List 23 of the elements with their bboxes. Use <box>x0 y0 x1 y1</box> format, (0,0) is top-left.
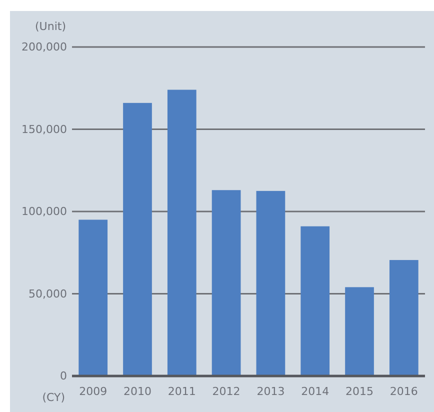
bar <box>78 220 108 376</box>
x-tick-label: 2015 <box>346 384 374 398</box>
y-tick-label: 150,000 <box>22 122 67 136</box>
x-tick-label: 2011 <box>168 384 196 398</box>
x-tick-label: 2016 <box>390 384 418 398</box>
x-tick-label: 2014 <box>301 384 330 398</box>
y-tick-label: 100,000 <box>22 205 67 218</box>
x-tick-label: 2010 <box>123 384 152 398</box>
bar <box>256 190 286 376</box>
bar <box>345 287 374 376</box>
y-tick-label: 0 <box>60 370 67 383</box>
bar <box>123 102 152 376</box>
x-axis-title: (CY) <box>42 391 65 404</box>
bar <box>300 226 330 376</box>
y-tick-label: 200,000 <box>22 40 67 54</box>
bar <box>389 260 418 376</box>
x-tick-label: 2012 <box>212 384 240 398</box>
x-tick-label: 2013 <box>256 384 285 398</box>
bar <box>167 90 196 376</box>
y-tick-label: 50,000 <box>28 287 67 300</box>
y-axis-title: (Unit) <box>35 20 66 33</box>
x-tick-label: 2009 <box>79 384 108 398</box>
bar <box>212 190 241 376</box>
